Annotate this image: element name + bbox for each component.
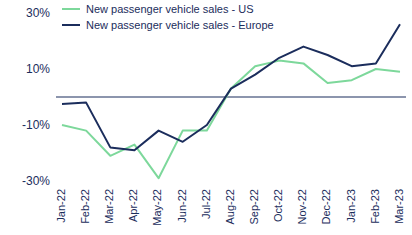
legend-label: New passenger vehicle sales - Europe (86, 19, 274, 31)
zero-line (56, 96, 406, 97)
x-tick-label: Feb-22 (79, 189, 91, 224)
x-tick-label: Sep-22 (248, 189, 260, 224)
y-tick-label: -30% (22, 174, 50, 188)
legend-label: New passenger vehicle sales - US (86, 3, 254, 15)
series-line (62, 24, 400, 150)
legend-swatch (62, 8, 80, 10)
x-tick-label: Jul-22 (200, 189, 212, 219)
y-tick-label: 10% (26, 62, 50, 76)
x-tick-label: Mar-22 (103, 189, 115, 224)
x-tick-label: Dec-22 (320, 189, 332, 224)
x-tick-label: Nov-22 (296, 189, 308, 224)
y-tick-label: 30% (26, 6, 50, 20)
x-tick-label: Feb-23 (369, 189, 381, 224)
x-tick-label: Jun-22 (176, 189, 188, 223)
legend-swatch (62, 24, 80, 26)
x-tick-label: Jan-23 (345, 189, 357, 223)
x-tick-label: Oct-22 (272, 189, 284, 222)
plot-lines (62, 24, 400, 178)
x-tick-label: Aug-22 (224, 189, 236, 224)
y-tick-label: -10% (22, 118, 50, 132)
x-tick-label: Apr-22 (127, 189, 139, 222)
series-line (62, 61, 400, 179)
x-tick-label: Mar-23 (393, 189, 405, 224)
x-tick-label: May-22 (151, 189, 163, 226)
x-tick-label: Jan-22 (55, 189, 67, 223)
chart: -30% -10% 10% 30% Jan-22 Feb-22 Mar-22 Apr-22 Ma… (0, 0, 412, 235)
